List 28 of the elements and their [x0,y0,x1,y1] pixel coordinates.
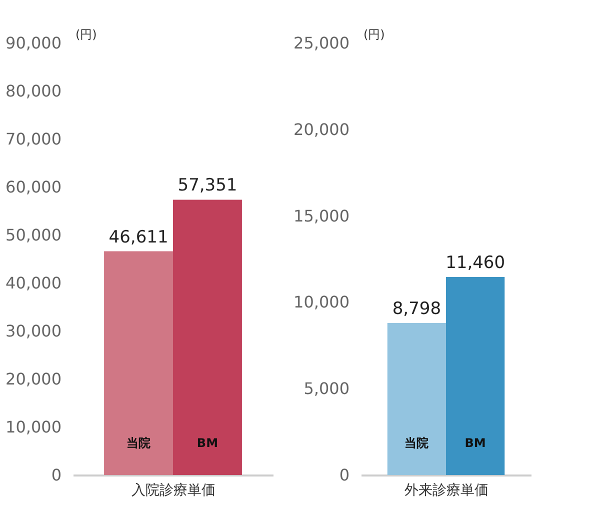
y-tick-label: 15,000 [294,206,350,226]
y-tick-label: 30,000 [6,322,62,340]
y-tick-label: 10,000 [6,418,62,436]
x-tick-label: 当院 [404,436,429,450]
y-tick-label: 60,000 [6,178,62,196]
x-axis-title: 外来診療単価 [404,482,488,498]
y-tick-label: 0 [339,466,350,484]
data-label: 57,351 [178,176,238,196]
y-tick-label: 50,000 [6,226,62,244]
y-tick-label: 20,000 [6,370,62,388]
y-tick-label: 20,000 [294,120,350,139]
y-axis-title: (円) [76,28,97,42]
y-tick-label: 10,000 [294,292,350,312]
data-label: 8,798 [392,298,442,319]
y-tick-label: 90,000 [6,34,62,52]
y-tick-label: 0 [51,466,62,484]
y-tick-label: 80,000 [6,82,62,100]
data-label: 11,460 [446,252,506,273]
x-tick-label: 当院 [126,436,151,450]
y-tick-label: 70,000 [6,130,62,148]
x-axis-title: 入院診療単価 [132,482,216,498]
x-tick-label: BM [464,436,486,450]
y-tick-label: 5,000 [304,379,350,398]
y-axis-title: (円) [364,28,385,42]
y-tick-label: 25,000 [294,34,350,52]
data-label: 46,611 [108,227,168,248]
x-tick-label: BM [196,436,218,450]
y-tick-label: 40,000 [6,274,62,292]
